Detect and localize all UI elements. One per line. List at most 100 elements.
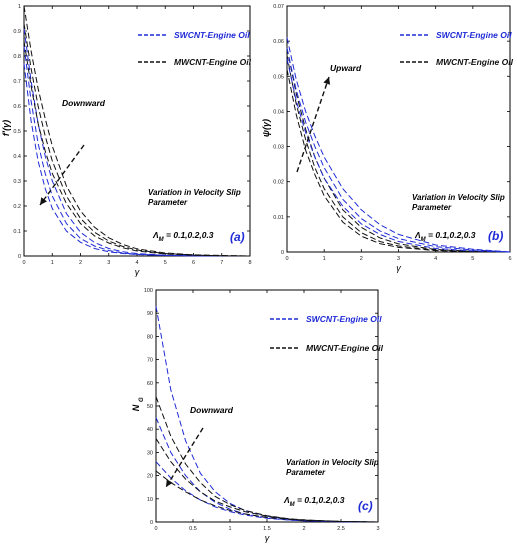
x-tick-label-c: 2 [302,526,305,532]
trend-arrow-line-a [39,144,85,206]
series-line-sw-b-5 [286,37,511,253]
y-tick-label-c: 50 [147,404,153,410]
chart-panel-b: 0 1 2 3 4 5 6 0 0.01 0.02 0.03 0.04 0.05 0.06 0.07 γ ψ(γ… [261,4,514,273]
series-line-mw-a-3 [23,40,251,257]
panel-label-c: (c) [358,499,373,513]
y-axis-label-a: f'(γ) [1,120,11,136]
y-tick-label-c: 90 [147,311,153,317]
series-line-sw-b-4 [286,48,511,253]
y-tick-label-a: 0.1 [13,229,21,235]
y-tick-label-b: 0.03 [273,145,284,151]
x-tick-label-c: 0 [154,526,157,532]
x-tick-label-a: 8 [248,260,251,266]
trend-arrow-line-b [296,76,330,173]
y-tick-label-c: 20 [147,474,153,480]
y-axis-label-group-a: f'(γ) [1,120,11,136]
y-tick-label-b: 0.02 [273,180,284,186]
y-tick-label-a: 0.3 [13,179,21,185]
x-tick-label-c: 0.5 [189,526,197,532]
y-axis-label-sub-c: G [139,397,145,402]
x-tick-label-b: 6 [508,256,511,262]
y-axis-label-group-c: NG [131,397,145,411]
series-line-sw-a-0 [23,63,250,257]
variation-label-2-a: Parameter [148,198,188,207]
panel-label-b: (b) [488,229,503,243]
legend-label-sw-a: SWCNT-Engine Oil [174,30,250,40]
y-tick-label-c: 0 [150,520,153,526]
x-tick-label-c: 1 [228,526,231,532]
legend-label-sw-c: SWCNT-Engine Oil [306,314,382,324]
trend-arrow-head-c [166,479,173,487]
y-tick-label-b: 0.07 [273,4,284,10]
x-tick-label-a: 0 [22,260,25,266]
y-tick-label-a: 0 [18,254,21,260]
y-tick-label-a: 0.8 [13,54,21,60]
series-line-mw-a-5 [23,5,251,257]
trend-arrow-line-c [165,427,204,488]
parameter-range-b: = 0.1,0.2,0.3 [426,230,476,240]
series-line-mw-b-1 [286,55,511,253]
series-line-mw-a-4 [23,23,251,257]
x-axis-label-a: γ [135,267,140,277]
y-tick-label-c: 70 [147,358,153,364]
y-tick-label-a: 0.9 [13,29,21,35]
y-axis-label-b: ψ(γ) [261,119,271,137]
parameter-subscript-c: M [290,502,296,508]
y-axis-label-group-b: ψ(γ) [261,119,271,137]
plot-frame-b [286,5,511,253]
parameter-range-c: = 0.1,0.2,0.3 [295,495,345,505]
parameter-symbol-c: Λ [283,495,290,505]
y-tick-label-c: 60 [147,381,153,387]
x-tick-label-a: 4 [135,260,138,266]
x-tick-label-c: 1.5 [263,526,271,532]
plot-frame-a [23,5,251,257]
series-line-sw-c-1 [155,417,379,523]
parameter-subscript-a: M [159,237,165,243]
x-tick-label-a: 1 [51,260,54,266]
x-axis-label-c: γ [265,533,270,543]
parameter-subscript-b: M [421,237,427,243]
chart-panel-c: 0 0.5 1 1.5 2 2.5 30102030405060708090100γNGSW… [131,288,384,543]
variation-label-b: Variation in Velocity Slip [412,193,505,202]
y-tick-label-b: 0.06 [273,39,284,45]
legend-label-sw-b: SWCNT-Engine Oil [436,30,512,40]
x-tick-label-b: 0 [285,256,288,262]
variation-label-a: Variation in Velocity Slip [148,188,241,197]
parameter-symbol-a: Λ [152,230,159,240]
y-tick-label-a: 0.2 [13,204,21,210]
series-line-sw-c-2 [155,461,379,523]
panel-label-a: (a) [230,230,245,244]
x-tick-label-b: 1 [323,256,326,262]
trend-arrow-label-b: Upward [330,63,362,73]
trend-arrow-head-b [323,77,331,85]
y-tick-label-b: 0.01 [273,215,284,221]
y-tick-label-c: 30 [147,450,153,456]
y-tick-label-c: 10 [147,497,153,503]
chart-panel-a: 0 1 2 3 4 5 6 7 8 0 0.1 0.2 0.3 0.4 0.5 0.6 0.7 0.8 0.9 1 γ f… [1,4,252,277]
x-tick-label-b: 3 [397,256,400,262]
trend-arrow-label-c: Downward [190,405,234,415]
x-tick-label-c: 3 [376,526,379,532]
y-tick-label-b: 0.05 [273,74,284,80]
y-axis-label-c: N [131,404,141,411]
parameter-values-b: ΛM = 0.1,0.2,0.3 [414,230,476,243]
y-tick-label-a: 0.4 [13,154,21,160]
y-tick-label-a: 0.7 [13,79,21,85]
series-line-sw-a-1 [23,45,250,257]
y-tick-label-c: 80 [147,334,153,340]
x-tick-label-a: 7 [220,260,223,266]
x-tick-label-a: 2 [79,260,82,266]
y-tick-label-c: 100 [144,288,153,294]
series-line-mw-b-2 [286,48,511,253]
x-tick-label-a: 3 [107,260,110,266]
trend-arrow-label-a: Downward [62,98,106,108]
x-tick-label-c: 2.5 [337,526,345,532]
series-line-mw-b-0 [286,69,511,253]
variation-label-c: Variation in Velocity Slip [286,458,379,467]
y-tick-label-a: 0.5 [13,129,21,135]
parameter-values-a: ΛM = 0.1,0.2,0.3 [152,230,214,243]
series-line-sw-b-3 [286,58,511,253]
legend-label-mw-c: MWCNT-Engine Oil [306,343,384,353]
y-tick-label-a: 1 [18,4,21,10]
x-tick-label-b: 2 [360,256,363,262]
